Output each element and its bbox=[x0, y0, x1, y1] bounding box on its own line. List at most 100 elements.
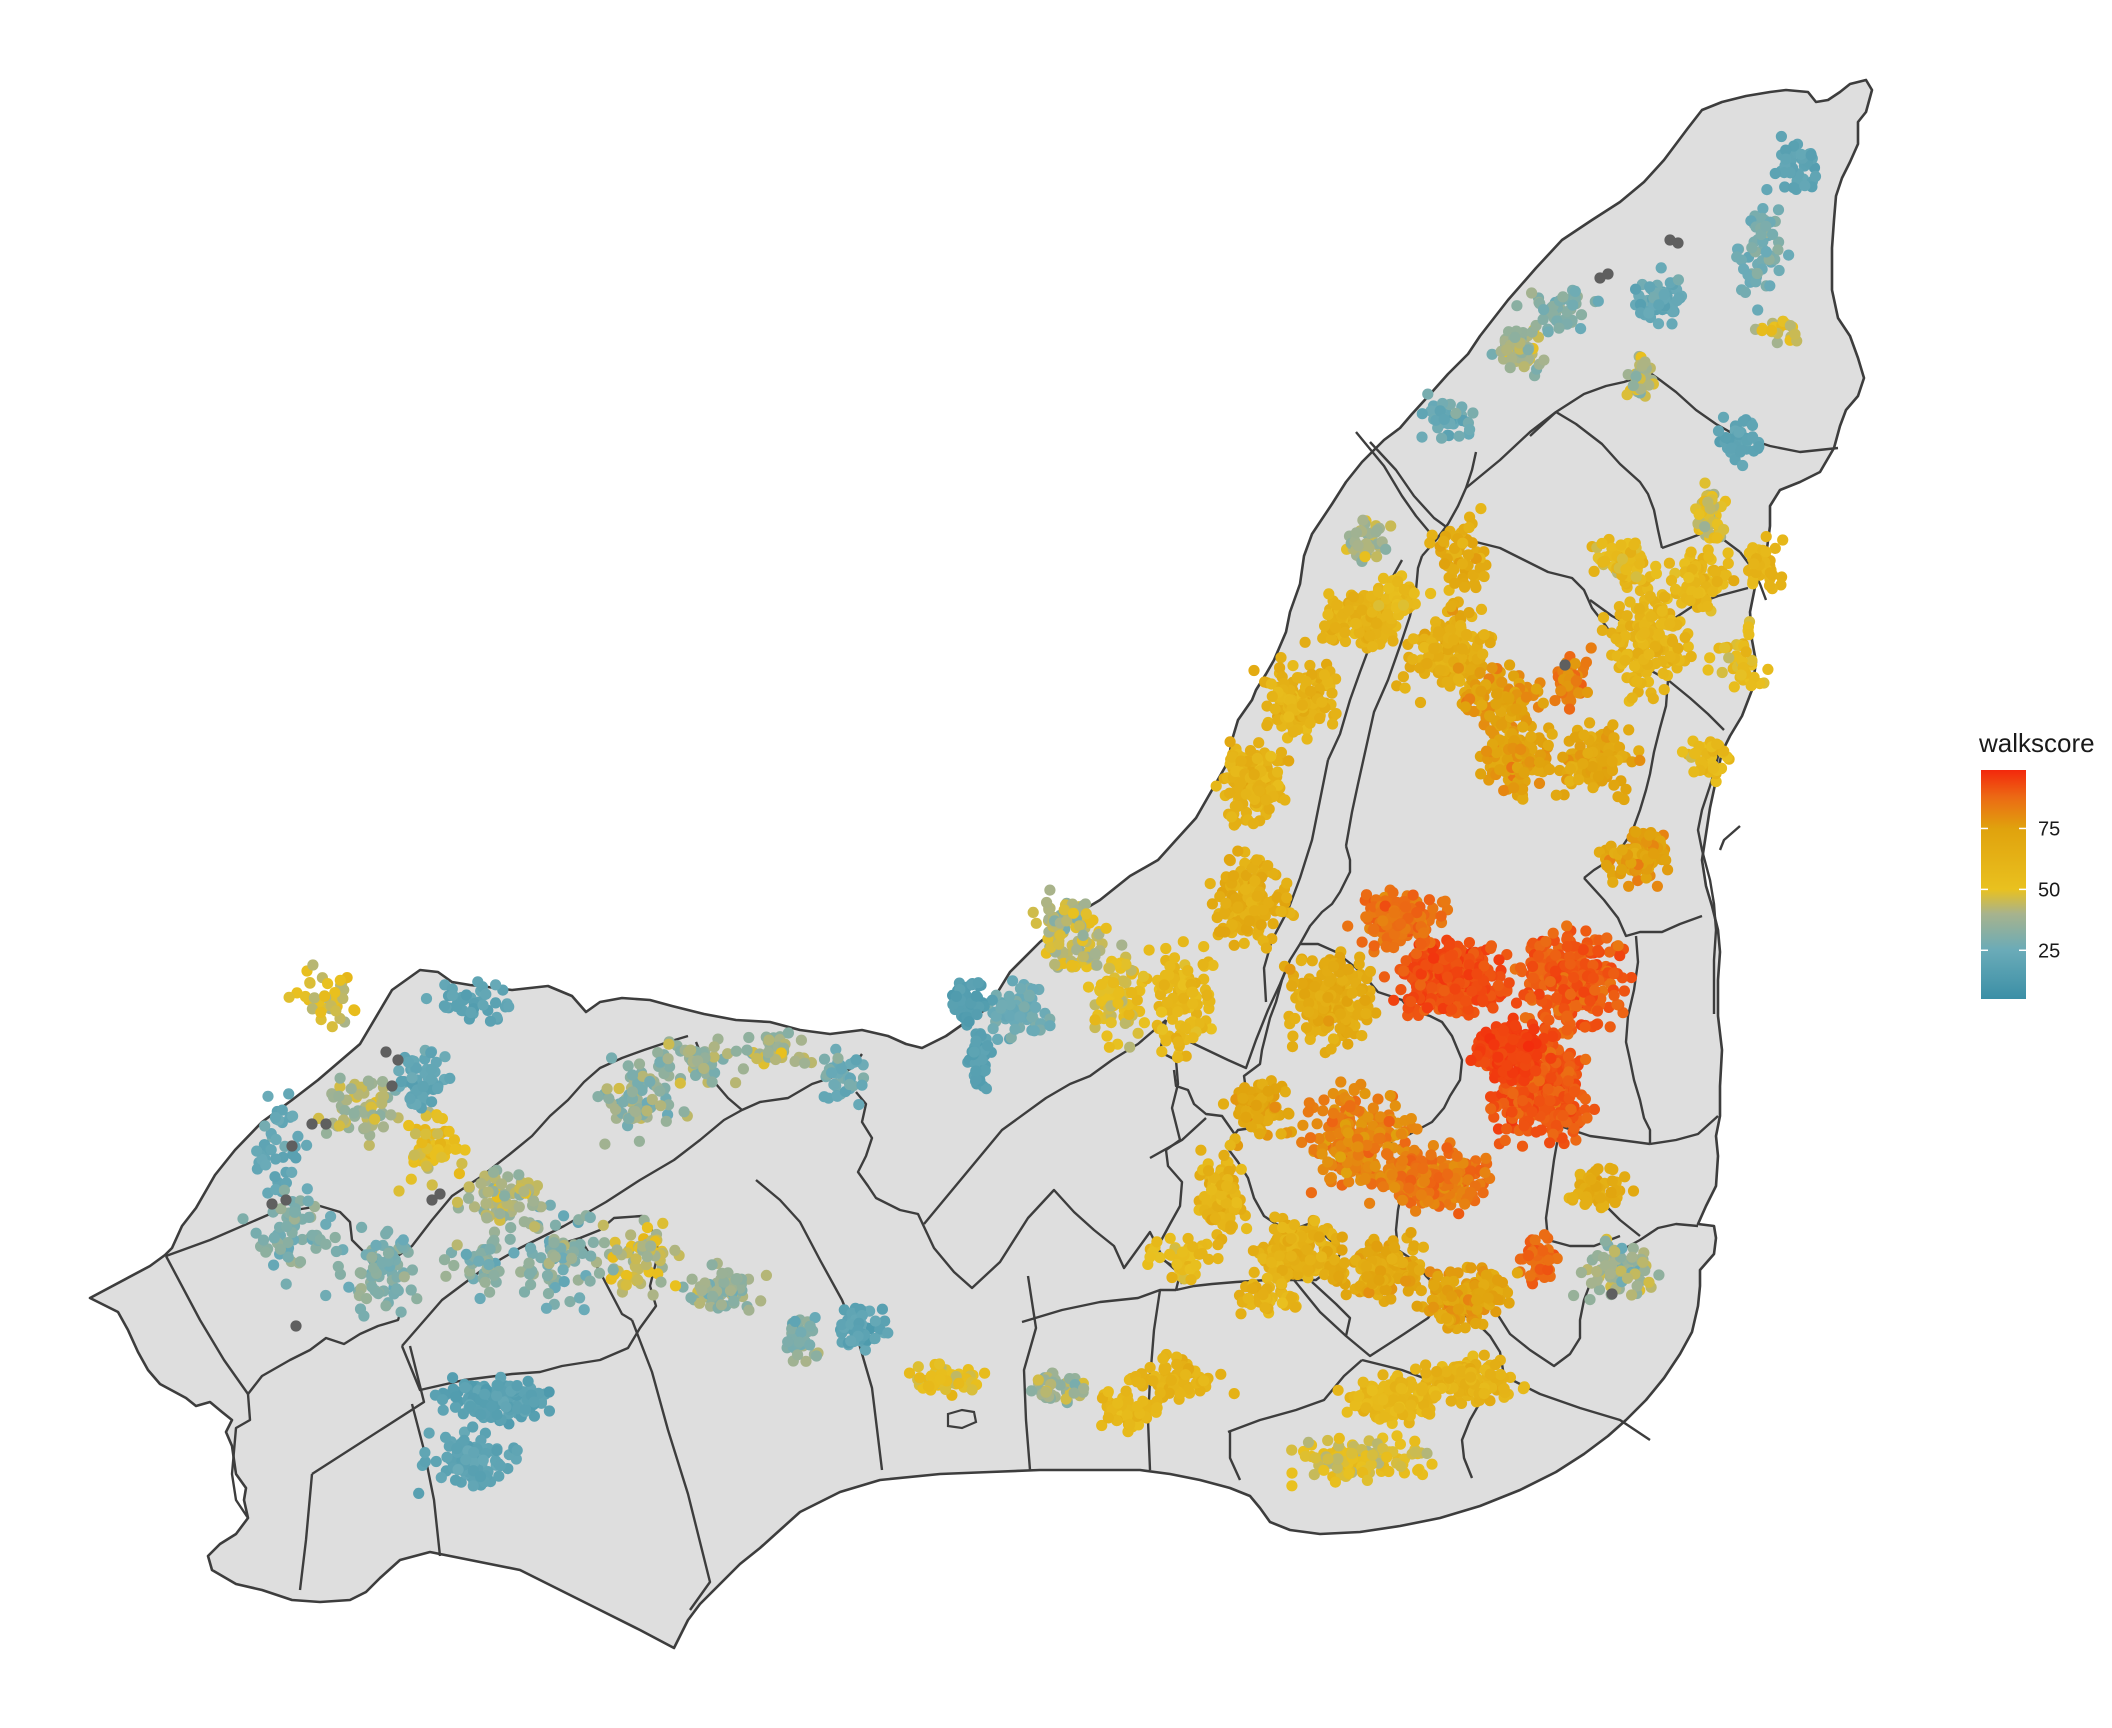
walkscore-point bbox=[1393, 1402, 1405, 1414]
walkscore-point bbox=[1356, 936, 1368, 948]
walkscore-point bbox=[1409, 1446, 1421, 1458]
walkscore-point bbox=[1317, 1105, 1329, 1117]
walkscore-point bbox=[1250, 1099, 1262, 1111]
walkscore-point bbox=[1373, 1133, 1385, 1145]
walkscore-point bbox=[1643, 829, 1656, 841]
walkscore-point bbox=[1407, 653, 1419, 665]
walkscore-point bbox=[1360, 1402, 1372, 1414]
walkscore-point bbox=[1608, 967, 1620, 980]
walkscore-point bbox=[1283, 755, 1295, 767]
walkscore-point bbox=[1630, 571, 1642, 583]
boundary-line bbox=[1555, 410, 1664, 549]
boundary-line bbox=[1300, 942, 1464, 1297]
walkscore-point bbox=[1198, 941, 1210, 953]
walkscore-point bbox=[1288, 1219, 1300, 1231]
walkscore-point bbox=[1507, 1087, 1519, 1100]
walkscore-point bbox=[1163, 969, 1175, 981]
walkscore-point bbox=[1223, 854, 1235, 866]
walkscore-point bbox=[1328, 960, 1340, 972]
walkscore-point bbox=[1577, 758, 1589, 770]
walkscore-point bbox=[1527, 972, 1539, 984]
walkscore-point bbox=[1283, 1108, 1295, 1120]
walkscore-point bbox=[1395, 984, 1407, 996]
walkscore-point bbox=[1271, 766, 1284, 778]
walkscore-point bbox=[1600, 859, 1613, 871]
walkscore-point bbox=[1405, 1113, 1417, 1125]
walkscore-point bbox=[1679, 631, 1691, 644]
boundary-line bbox=[165, 1034, 689, 1268]
walkscore-point bbox=[1187, 1032, 1199, 1044]
boundary-line bbox=[164, 1255, 404, 1396]
walkscore-point bbox=[1550, 992, 1562, 1004]
walkscore-point bbox=[1561, 941, 1573, 953]
walkscore-point bbox=[1573, 774, 1585, 786]
walkscore-point bbox=[1568, 972, 1580, 984]
walkscore-point bbox=[1441, 1168, 1454, 1180]
walkscore-point bbox=[1685, 650, 1697, 663]
walkscore-point bbox=[1366, 1449, 1379, 1461]
walkscore-point bbox=[1463, 959, 1475, 971]
walkscore-point bbox=[1251, 854, 1263, 866]
walkscore-point bbox=[1545, 1072, 1557, 1084]
walkscore-point bbox=[1423, 894, 1435, 906]
walkscore-point bbox=[1368, 923, 1380, 935]
walkscore-point bbox=[1582, 747, 1594, 759]
walkscore-point bbox=[1414, 979, 1426, 991]
walkscore-point bbox=[1335, 1076, 1347, 1088]
walkscore-point bbox=[1369, 1160, 1381, 1172]
walkscore-point bbox=[1311, 1118, 1323, 1130]
walkscore-point bbox=[1329, 1476, 1341, 1488]
walkscore-point bbox=[1415, 1189, 1427, 1201]
boundary-line bbox=[1022, 1275, 1038, 1471]
walkscore-point bbox=[1217, 1098, 1230, 1110]
walkscore-point bbox=[1251, 752, 1263, 765]
walkscore-points bbox=[237, 130, 1822, 1499]
walkscore-point bbox=[1518, 767, 1530, 779]
walkscore-point bbox=[1504, 659, 1516, 671]
walkscore-point bbox=[1201, 989, 1213, 1001]
walkscore-point bbox=[1542, 1264, 1554, 1276]
walkscore-point bbox=[1304, 717, 1316, 729]
walkscore-point bbox=[1530, 1126, 1542, 1138]
walkscore-point bbox=[1224, 736, 1236, 748]
walkscore-point bbox=[1338, 1257, 1351, 1269]
walkscore-point bbox=[1664, 618, 1676, 630]
walkscore-point bbox=[1616, 553, 1628, 565]
walkscore-point bbox=[1463, 937, 1475, 949]
walkscore-point bbox=[1484, 1368, 1496, 1380]
walkscore-point bbox=[1587, 782, 1599, 794]
walkscore-point bbox=[1584, 1294, 1596, 1306]
walkscore-point bbox=[1663, 557, 1675, 569]
walkscore-point bbox=[1589, 984, 1601, 996]
walkscore-point bbox=[1397, 1257, 1409, 1269]
walkscore-point bbox=[1584, 995, 1596, 1007]
walkscore-point bbox=[1542, 739, 1554, 751]
walkscore-point bbox=[1323, 588, 1335, 600]
walkscore-point bbox=[1650, 568, 1662, 580]
walkscore-point bbox=[1333, 1432, 1345, 1444]
walkscore-point bbox=[1564, 988, 1576, 1001]
walkscore-point bbox=[1601, 932, 1613, 944]
walkscore-point bbox=[1495, 1368, 1507, 1381]
walkscore-point bbox=[1498, 1383, 1510, 1395]
walkscore-point bbox=[1568, 1289, 1580, 1302]
walkscore-point bbox=[1530, 1065, 1542, 1077]
walkscore-point bbox=[1630, 826, 1642, 838]
walkscore-point bbox=[1653, 1269, 1665, 1281]
walkscore-point bbox=[1683, 572, 1695, 584]
walkscore-point bbox=[1647, 693, 1659, 705]
walkscore-point bbox=[1195, 1144, 1207, 1156]
walkscore-point bbox=[1425, 1149, 1437, 1161]
walkscore-point bbox=[1517, 793, 1529, 805]
walkscore-point bbox=[1332, 1384, 1344, 1396]
walkscore-point bbox=[1160, 942, 1172, 955]
walkscore-point bbox=[1568, 1123, 1580, 1135]
walkscore-point bbox=[1334, 1022, 1346, 1034]
walkscore-point bbox=[1285, 1233, 1297, 1245]
walkscore-point bbox=[1544, 976, 1556, 988]
walkscore-point bbox=[1704, 652, 1716, 664]
walkscore-point bbox=[1480, 745, 1493, 757]
walkscore-point bbox=[1387, 635, 1399, 647]
walkscore-point bbox=[1309, 1215, 1321, 1227]
walkscore-point bbox=[1286, 1444, 1298, 1456]
